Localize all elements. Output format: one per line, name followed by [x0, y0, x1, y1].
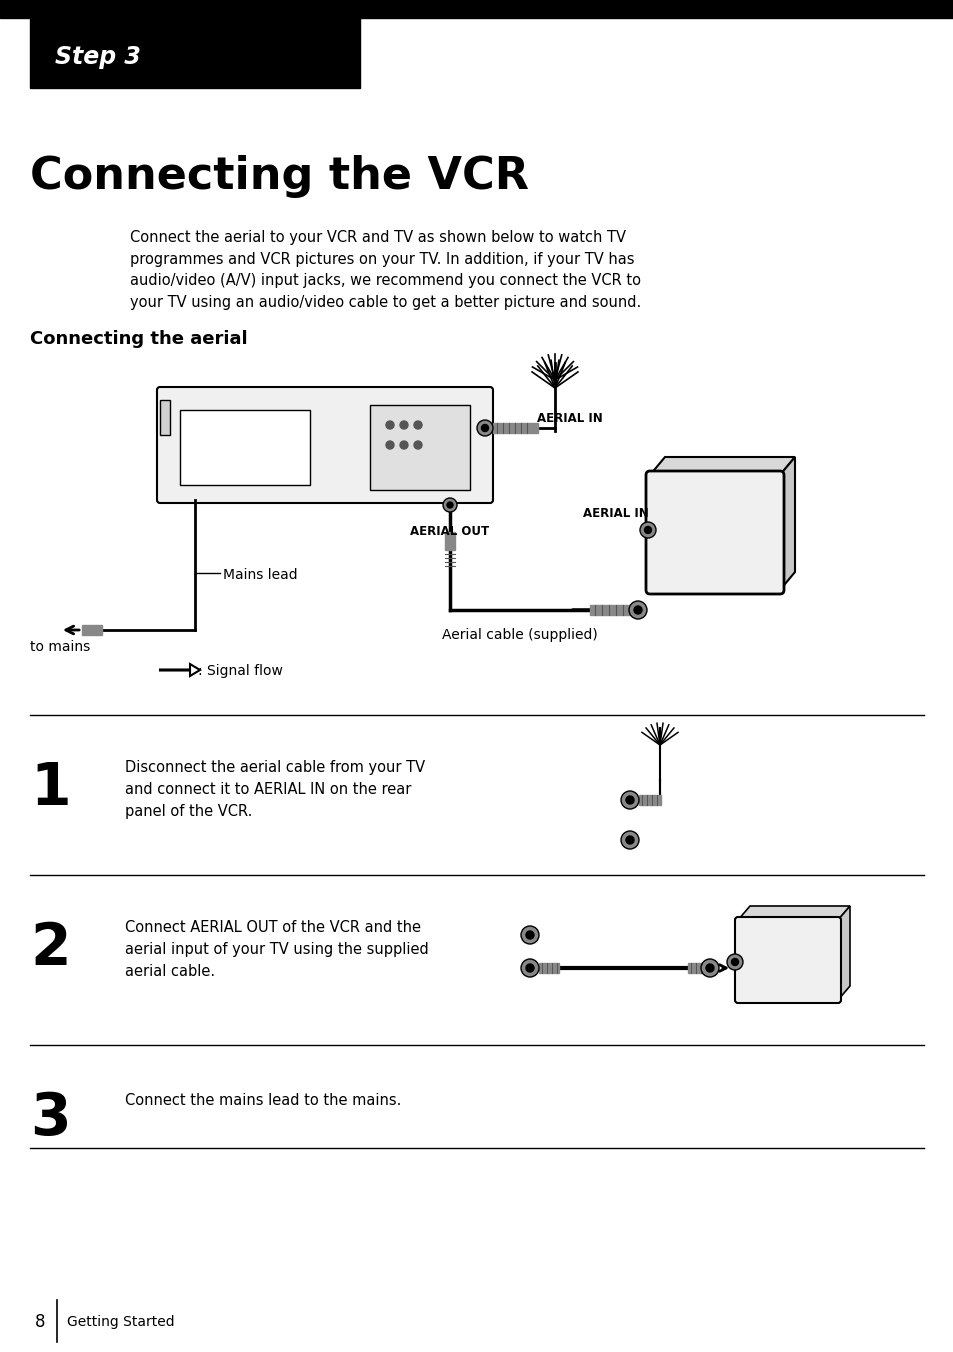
Text: 3: 3: [30, 1090, 71, 1146]
Polygon shape: [837, 906, 849, 1000]
Circle shape: [399, 420, 408, 429]
Circle shape: [399, 441, 408, 449]
Circle shape: [476, 420, 493, 435]
Circle shape: [620, 791, 639, 808]
Text: 2: 2: [30, 919, 71, 977]
FancyBboxPatch shape: [734, 917, 841, 1003]
Text: Connect the mains lead to the mains.: Connect the mains lead to the mains.: [125, 1092, 401, 1109]
Text: Aerial cable (supplied): Aerial cable (supplied): [441, 627, 598, 642]
Bar: [82, 625, 102, 635]
Text: to mains: to mains: [30, 639, 91, 654]
Text: Connect AERIAL OUT of the VCR and the
aerial input of your TV using the supplied: Connect AERIAL OUT of the VCR and the ae…: [125, 919, 428, 979]
Circle shape: [442, 498, 456, 512]
Circle shape: [525, 964, 534, 972]
Bar: [0, 0, 953, 18]
Text: AERIAL OUT: AERIAL OUT: [410, 525, 489, 538]
Circle shape: [620, 831, 639, 849]
Text: Connecting the aerial: Connecting the aerial: [30, 330, 248, 347]
Text: AERIAL IN: AERIAL IN: [582, 507, 648, 521]
Circle shape: [625, 796, 634, 804]
Circle shape: [625, 836, 634, 844]
Circle shape: [414, 420, 421, 429]
Bar: [538, 963, 558, 973]
Circle shape: [447, 502, 453, 508]
Bar: [444, 531, 455, 550]
Text: Connect the aerial to your VCR and TV as shown below to watch TV
programmes and : Connect the aerial to your VCR and TV as…: [130, 230, 640, 310]
FancyBboxPatch shape: [645, 470, 783, 594]
Circle shape: [731, 959, 738, 965]
Text: AERIAL IN: AERIAL IN: [537, 412, 602, 425]
Text: Disconnect the aerial cable from your TV
and connect it to AERIAL IN on the rear: Disconnect the aerial cable from your TV…: [125, 760, 425, 819]
Circle shape: [700, 959, 719, 977]
Circle shape: [520, 926, 538, 944]
Circle shape: [414, 441, 421, 449]
Text: Mains lead: Mains lead: [223, 568, 297, 581]
Circle shape: [520, 959, 538, 977]
Text: 1: 1: [30, 760, 71, 817]
Circle shape: [481, 425, 488, 431]
FancyArrow shape: [160, 664, 200, 676]
Circle shape: [639, 522, 656, 538]
Bar: [180, 410, 310, 485]
Bar: [160, 400, 170, 435]
Text: Connecting the VCR: Connecting the VCR: [30, 155, 529, 197]
Circle shape: [726, 955, 742, 969]
Circle shape: [705, 964, 713, 972]
Circle shape: [386, 420, 394, 429]
FancyBboxPatch shape: [157, 387, 493, 503]
Circle shape: [634, 606, 641, 614]
Bar: [370, 406, 470, 489]
Polygon shape: [780, 457, 794, 589]
Bar: [30, 18, 359, 88]
Polygon shape: [649, 457, 794, 475]
Polygon shape: [738, 906, 849, 919]
Text: Step 3: Step 3: [55, 45, 141, 69]
Circle shape: [628, 602, 646, 619]
Text: : Signal flow: : Signal flow: [198, 664, 283, 677]
Text: Getting Started: Getting Started: [67, 1315, 174, 1329]
Text: 8: 8: [34, 1313, 45, 1330]
Bar: [589, 604, 629, 615]
Bar: [687, 963, 707, 973]
Circle shape: [525, 932, 534, 940]
Circle shape: [386, 441, 394, 449]
Bar: [493, 423, 537, 433]
Bar: [639, 795, 660, 804]
Circle shape: [644, 526, 651, 534]
